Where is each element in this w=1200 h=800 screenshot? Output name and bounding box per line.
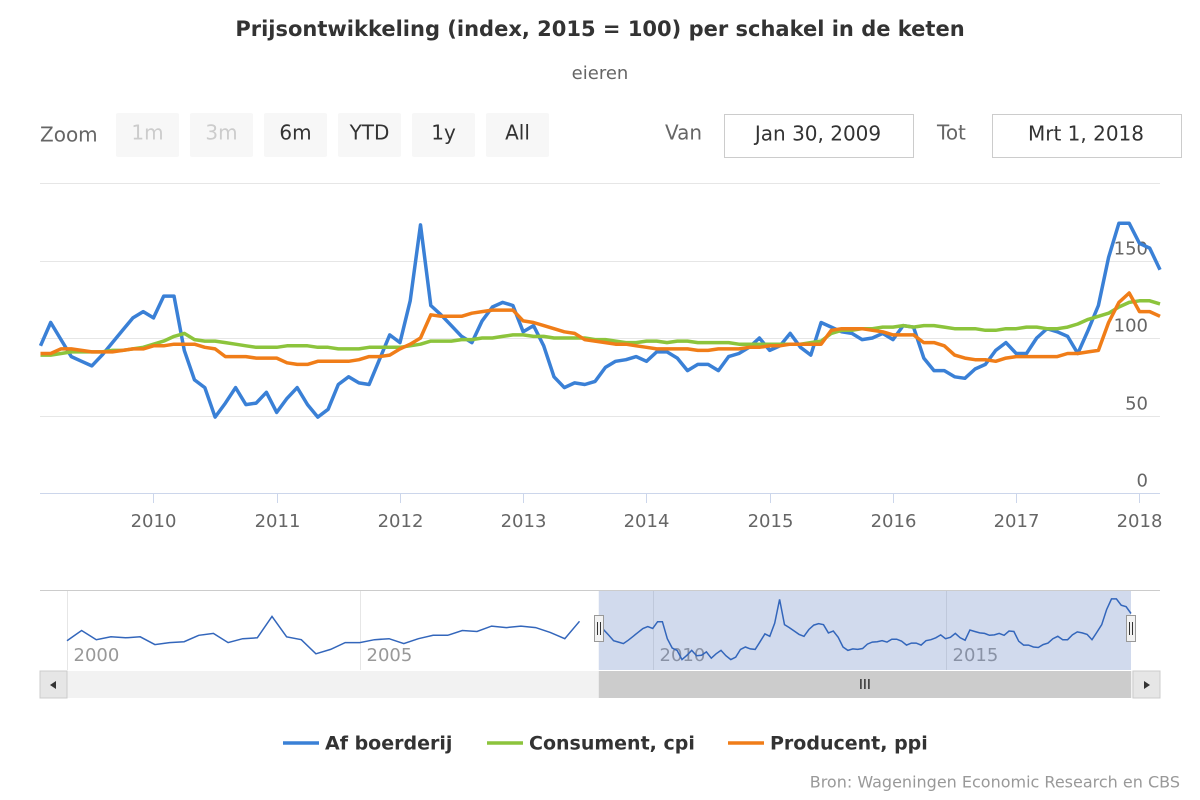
scrollbar-grip bbox=[860, 679, 870, 689]
x-tick-label: 2013 bbox=[501, 511, 547, 532]
legend-label[interactable]: Producent, ppi bbox=[770, 733, 928, 755]
navigator-history-line bbox=[66, 615, 581, 655]
series-line bbox=[40, 291, 1161, 367]
legend-label[interactable]: Consument, cpi bbox=[529, 733, 695, 755]
zoom-button[interactable] bbox=[486, 113, 549, 157]
from-label: Van bbox=[665, 121, 702, 145]
zoom-button-label[interactable]: 1y bbox=[431, 121, 456, 145]
credits: Bron: Wageningen Economic Research en CB… bbox=[810, 773, 1180, 792]
navigator-tick-label: 2010 bbox=[660, 645, 706, 666]
y-tick-label: 150 bbox=[1114, 239, 1148, 260]
navigator-handle[interactable] bbox=[1126, 615, 1136, 642]
zoom-button-label[interactable]: 6m bbox=[279, 121, 311, 145]
series-line bbox=[40, 299, 1161, 357]
from-input[interactable] bbox=[724, 114, 914, 158]
x-tick-label: 2015 bbox=[748, 511, 794, 532]
x-tick-label: 2016 bbox=[871, 511, 917, 532]
x-tick-label: 2017 bbox=[994, 511, 1040, 532]
scrollbar-left-arrow bbox=[50, 681, 56, 689]
navigator-tick-label: 2015 bbox=[953, 645, 999, 666]
to-input[interactable] bbox=[992, 114, 1182, 158]
zoom-button[interactable] bbox=[338, 113, 401, 157]
y-tick-label: 0 bbox=[1137, 471, 1148, 492]
x-tick-label: 2011 bbox=[255, 511, 301, 532]
x-tick-label: 2012 bbox=[378, 511, 424, 532]
legend-label[interactable]: Af boerderij bbox=[325, 733, 452, 755]
zoom-button bbox=[116, 113, 179, 157]
navigator-handle[interactable] bbox=[594, 615, 604, 642]
from-date[interactable]: Jan 30, 2009 bbox=[753, 122, 881, 146]
zoom-button-label: 3m bbox=[205, 121, 237, 145]
scrollbar-right-arrow bbox=[1144, 681, 1150, 689]
chart-subtitle: eieren bbox=[572, 63, 629, 84]
navigator-mask bbox=[598, 591, 1131, 670]
y-tick-label: 50 bbox=[1125, 394, 1148, 415]
navigator-tick-label: 2005 bbox=[367, 645, 413, 666]
navigator-handle-grip[interactable] bbox=[597, 622, 601, 635]
navigator-line bbox=[598, 598, 1132, 661]
zoom-button[interactable] bbox=[264, 113, 327, 157]
chart-title: Prijsontwikkeling (index, 2015 = 100) pe… bbox=[235, 17, 964, 41]
navigator-handle-grip[interactable] bbox=[1129, 622, 1133, 635]
navigator-tick-label: 2000 bbox=[74, 645, 120, 666]
x-tick-label: 2018 bbox=[1117, 511, 1163, 532]
x-tick-label: 2010 bbox=[131, 511, 177, 532]
x-tick-label: 2014 bbox=[624, 511, 670, 532]
y-tick-label: 100 bbox=[1114, 316, 1148, 337]
to-date[interactable]: Mrt 1, 2018 bbox=[1028, 122, 1144, 146]
zoom-button-label: 1m bbox=[131, 121, 163, 145]
zoom-button[interactable] bbox=[412, 113, 475, 157]
zoom-label: Zoom bbox=[40, 123, 98, 147]
zoom-button-label[interactable]: YTD bbox=[349, 121, 390, 145]
series-line bbox=[38, 221, 1162, 419]
zoom-button-label[interactable]: All bbox=[505, 121, 530, 145]
to-label: Tot bbox=[936, 121, 966, 145]
zoom-button bbox=[190, 113, 253, 157]
